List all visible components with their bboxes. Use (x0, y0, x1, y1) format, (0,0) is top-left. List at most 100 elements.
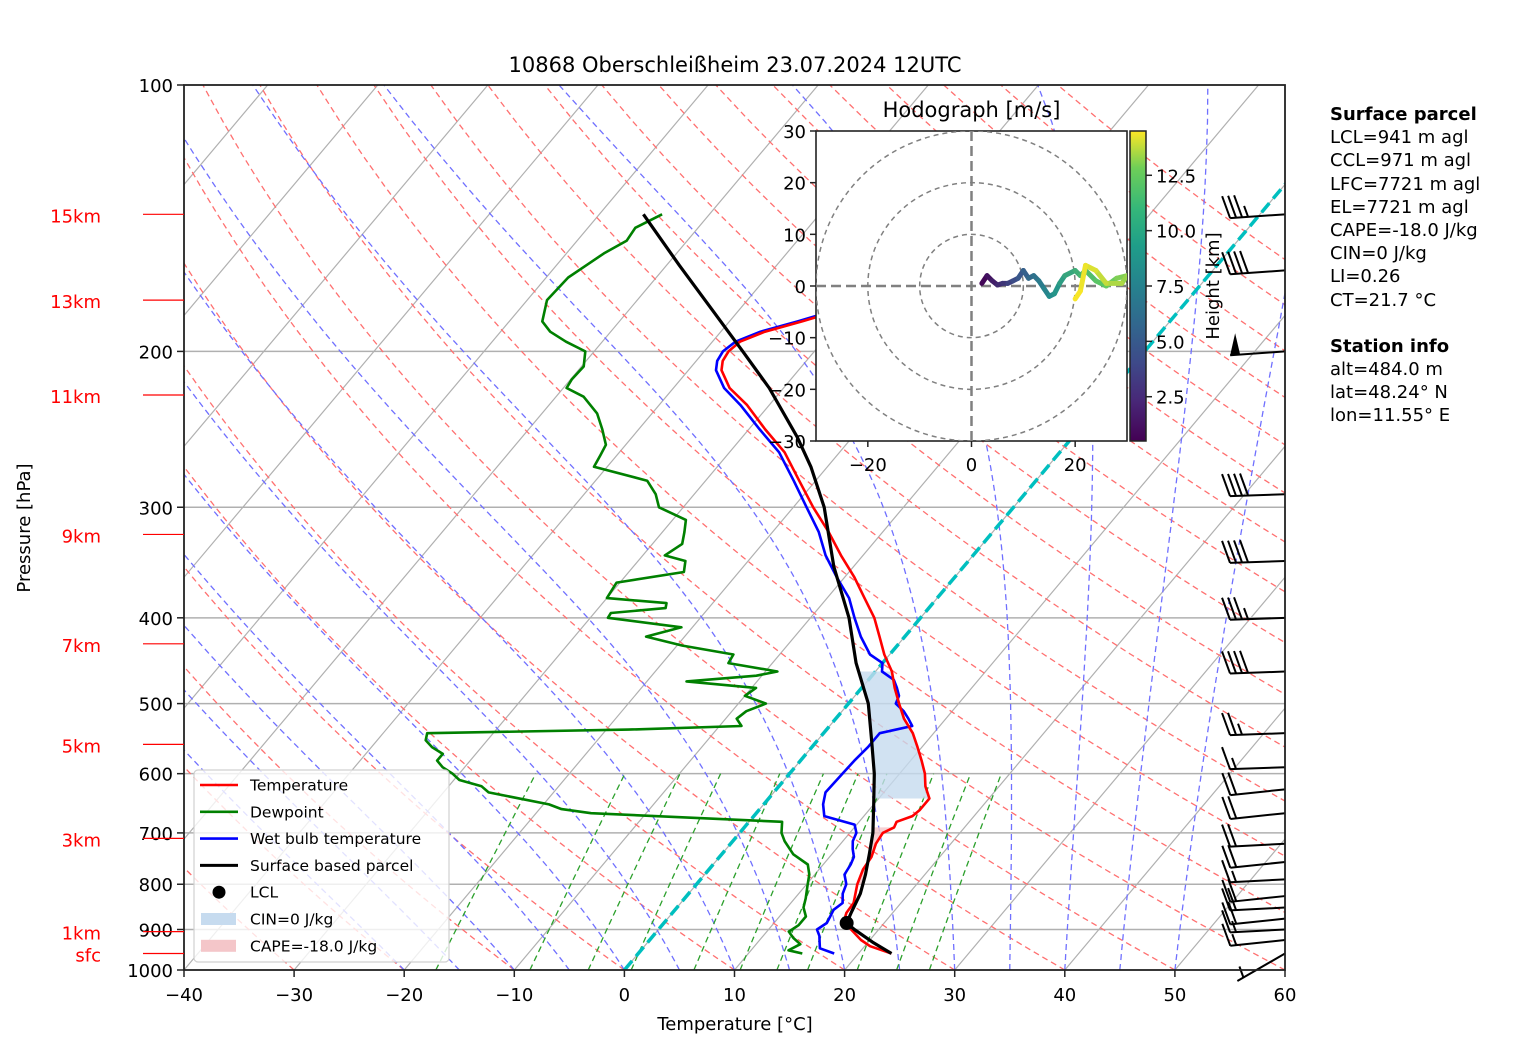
legend-patch (201, 939, 236, 952)
wind-barb (1221, 795, 1286, 820)
y-tick-label: 100 (139, 76, 173, 97)
barb-full (1227, 887, 1238, 911)
dry-adiabat (184, 565, 625, 970)
station-info-line: lat=48.24° N (1330, 382, 1448, 404)
mixing-ratio-line (776, 773, 859, 970)
barb-full (1227, 823, 1238, 847)
barb-full (1221, 251, 1232, 275)
station-info-header: Station info (1330, 335, 1450, 357)
wind-barb (1221, 250, 1286, 276)
wind-barb (1221, 772, 1286, 797)
barb-full (1221, 923, 1232, 947)
barb-full (1221, 910, 1232, 933)
barb-shaft (1230, 906, 1286, 912)
x-axis-label: Temperature [°C] (656, 1014, 812, 1035)
x-tick-label: −30 (275, 985, 313, 1006)
hodograph-y-tick-label: −20 (768, 380, 806, 401)
x-tick-label: −40 (165, 985, 203, 1006)
isotherm (844, 445, 1285, 970)
wind-barb (1221, 746, 1286, 771)
barb-full (1227, 540, 1237, 564)
isotherm (954, 576, 1285, 970)
cin-area (858, 671, 930, 799)
dry-adiabat (202, 85, 1176, 970)
surface-parcel-line: CCL=971 m agl (1330, 150, 1472, 172)
barb-full (1221, 473, 1231, 497)
legend: Temperature Dewpoint Wet bulb temperature S… (193, 769, 450, 963)
moist-adiabat (184, 624, 515, 970)
wind-barb (1221, 859, 1286, 884)
barb-shaft (1230, 939, 1286, 947)
barb-half (1238, 966, 1245, 978)
legend-label: CIN=0 J/kg (250, 911, 333, 929)
hodograph-x-tick-label: −20 (849, 455, 887, 476)
barb-half (1231, 933, 1238, 946)
legend-entry: Wet bulb temperature (200, 830, 421, 848)
wind-barb (1221, 712, 1286, 737)
height-marker-label: 7km (62, 636, 101, 657)
hodograph-x-tick-label: 0 (966, 455, 977, 476)
height-marker-label: 1km (62, 924, 101, 945)
barb-full (1239, 250, 1250, 274)
barb-full (1221, 746, 1231, 770)
dry-adiabat (259, 85, 1285, 970)
surface-parcel-line: LCL=941 m agl (1330, 127, 1469, 149)
barb-full (1233, 194, 1244, 218)
dry-adiabat (184, 261, 956, 970)
barb-shaft (1229, 616, 1286, 621)
wind-barb (1221, 901, 1286, 926)
hodograph-x-tick-label: 20 (1064, 455, 1087, 476)
station-info-line: lon=11.55° E (1330, 405, 1451, 427)
wind-barb (1230, 333, 1286, 357)
barb-half (1231, 757, 1237, 770)
cape-area (857, 827, 895, 885)
barb-full (1233, 540, 1243, 563)
hodograph-y-tick-label: −30 (768, 432, 806, 453)
hodograph-segment (1072, 288, 1083, 302)
dry-adiabat (430, 85, 1285, 802)
colorbar-tick-label: 5.0 (1156, 332, 1185, 353)
moist-adiabat (1174, 289, 1285, 970)
x-tick-label: 40 (1053, 985, 1076, 1006)
mixing-ratio-line (928, 773, 1002, 970)
isotherm (184, 85, 379, 317)
height-marker-label: 9km (62, 526, 101, 547)
isotherm (184, 85, 489, 448)
wind-barbs (1221, 194, 1286, 982)
barb-shaft (1230, 917, 1286, 926)
dry-adiabat (184, 465, 735, 970)
moist-adiabat (184, 688, 460, 970)
barb-full (1221, 845, 1232, 869)
surface-parcel-line: CIN=0 J/kg (1330, 243, 1427, 265)
barb-shaft (1230, 788, 1286, 797)
barb-full (1221, 888, 1232, 911)
lcl-marker (839, 916, 854, 931)
barb-full (1221, 540, 1231, 564)
barb-shaft (1229, 559, 1286, 564)
legend-patch (201, 913, 236, 925)
barb-shaft (1230, 269, 1286, 276)
barb-full (1227, 901, 1238, 925)
y-tick-label: 700 (139, 824, 173, 845)
barb-half (1237, 723, 1243, 736)
mixing-ratio-line (630, 773, 722, 970)
legend-box (193, 769, 450, 963)
hodograph-area (816, 131, 1127, 441)
barb-full (1233, 650, 1243, 674)
hodograph-ring (918, 233, 1025, 339)
hodograph-segment (1077, 262, 1089, 294)
moist-adiabat (1119, 85, 1209, 970)
isotherm (184, 85, 599, 579)
moist-adiabat (184, 553, 570, 970)
height-marker-label: 15km (50, 206, 101, 227)
colorbar-tick-label: 7.5 (1156, 277, 1185, 298)
legend-label: Wet bulb temperature (250, 830, 421, 848)
dewpoint-line (424, 213, 811, 955)
legend-label: Dewpoint (250, 803, 324, 821)
wind-barb (1221, 823, 1286, 848)
mixing-ratio-line (895, 773, 972, 970)
barb-full (1221, 796, 1232, 820)
barb-full (1221, 712, 1231, 736)
barb-half (1243, 607, 1249, 620)
